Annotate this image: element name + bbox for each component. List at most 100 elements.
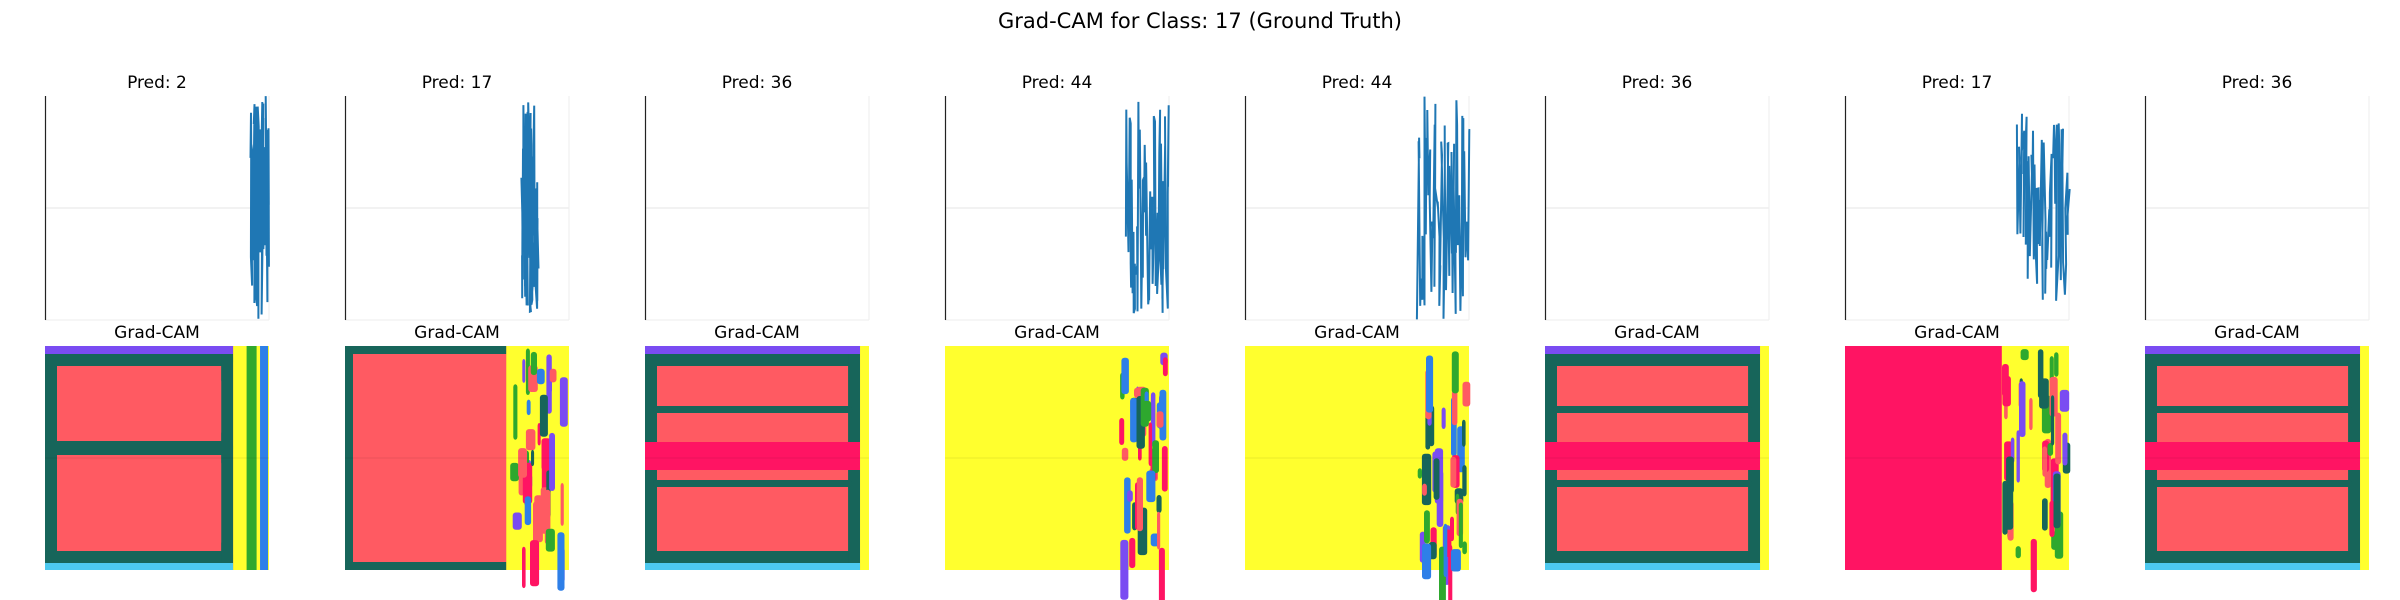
heatmap-noise-blob xyxy=(534,495,543,543)
line-plot-title: Pred: 36 xyxy=(1622,73,1693,93)
heatmap-title: Grad-CAM xyxy=(2214,323,2300,343)
heatmap-noise-blob xyxy=(526,399,531,416)
heatmap-noise-blob xyxy=(2047,443,2054,456)
heatmap-noise-blob xyxy=(2015,546,2021,559)
panel-1: Pred: 2 Grad-CAM xyxy=(44,73,270,570)
signal-line xyxy=(520,102,540,314)
heatmap-noise-blob xyxy=(1462,381,1471,407)
heatmap-noise-blob xyxy=(1152,440,1159,474)
heatmap-noise-blob xyxy=(2042,446,2047,477)
figure-title: Grad-CAM for Class: 17 (Ground Truth) xyxy=(998,9,1402,33)
heatmap-hot-block xyxy=(57,458,222,548)
heatmap-noise-blob xyxy=(549,432,555,491)
heatmap-left-edge xyxy=(345,346,353,570)
heatmap-noise-blob xyxy=(1119,418,1125,445)
heatmap-noise-blob xyxy=(1458,502,1463,549)
heatmap-noise-blob xyxy=(531,449,535,467)
heatmap-noise-blob xyxy=(560,483,564,526)
heatmap-noise-blob xyxy=(1417,468,1422,479)
panel-grid: Pred: 2 Grad-CAM Pred: 17 Grad-CAM Pred: 36 G… xyxy=(44,73,2370,600)
heatmap-bottom-band xyxy=(645,563,861,570)
line-plot-title: Pred: 44 xyxy=(1022,73,1093,93)
heatmap-noise-blob xyxy=(1121,357,1129,395)
heatmap-noise-blob xyxy=(530,540,540,587)
heatmap-dark-band xyxy=(653,480,853,487)
heatmap-dark-band xyxy=(2153,406,2353,413)
heatmap-mid-band xyxy=(45,441,234,455)
heatmap-noise-blob xyxy=(1124,477,1131,534)
heatmap-noise-blob xyxy=(1150,392,1156,447)
panel-7: Pred: 17 Grad-CAM xyxy=(1844,73,2071,593)
heatmap-title: Grad-CAM xyxy=(1014,323,1100,343)
heatmap-noise-blob xyxy=(2002,480,2008,535)
panel-3: Pred: 36 Grad-CAM xyxy=(644,73,870,570)
heatmap-left-edge xyxy=(45,354,57,563)
heatmap-hot-stripe xyxy=(1545,442,1761,470)
heatmap-noise-blob xyxy=(1450,549,1461,572)
heatmap-noise-blob xyxy=(524,496,532,526)
heatmap-noise-blob xyxy=(557,532,565,591)
signal-line xyxy=(1415,96,1471,320)
heatmap-yellow-strip xyxy=(2360,346,2369,570)
heatmap-noise-blob xyxy=(1462,419,1466,447)
heatmap-noise-blob xyxy=(530,351,537,376)
heatmap-noise-blob xyxy=(1433,458,1440,500)
panel-5: Pred: 44 Grad-CAM xyxy=(1244,73,1471,600)
heatmap-top-band xyxy=(45,346,234,354)
signal-line xyxy=(1124,101,1170,314)
heatmap-hot-block xyxy=(57,376,222,438)
heatmap-noise-blob xyxy=(522,546,526,589)
heatmap-noise-blob xyxy=(2049,500,2055,537)
line-plot-title: Pred: 17 xyxy=(422,73,493,93)
heatmap-noise-blob xyxy=(522,359,526,383)
heatmap-green-strip xyxy=(246,346,257,570)
heatmap-bottom-band xyxy=(1545,563,1761,570)
heatmap-noise-blob xyxy=(1443,523,1448,577)
heatmap-yellow-strip xyxy=(1760,346,1769,570)
heatmap-noise-blob xyxy=(1451,351,1459,394)
heatmap-noise-blob xyxy=(512,512,522,530)
heatmap-title: Grad-CAM xyxy=(714,323,800,343)
heatmap-noise-blob xyxy=(1450,456,1457,488)
heatmap-noise-blob xyxy=(2030,538,2037,593)
heatmap-noise-blob xyxy=(541,438,551,471)
heatmap-noise-blob xyxy=(1141,400,1152,422)
signal-line xyxy=(2015,113,2071,301)
heatmap-noise-blob xyxy=(2055,412,2062,465)
heatmap-noise-blob xyxy=(1462,465,1467,497)
heatmap-title: Grad-CAM xyxy=(1314,323,1400,343)
heatmap-noise-blob xyxy=(1121,447,1129,461)
heatmap-noise-blob xyxy=(1158,547,1165,600)
signal-line xyxy=(249,96,270,319)
heatmap-dark-band xyxy=(1553,480,1753,487)
heatmap-noise-blob xyxy=(2029,398,2033,431)
heatmap-noise-blob xyxy=(1146,470,1156,503)
heatmap-title: Grad-CAM xyxy=(114,323,200,343)
panel-6: Pred: 36 Grad-CAM xyxy=(1544,73,1770,570)
heatmap-dark-band xyxy=(2153,480,2353,487)
heatmap-noise-blob xyxy=(545,528,555,552)
heatmap-noise-blob xyxy=(510,462,519,482)
heatmap-noise-blob xyxy=(549,368,557,383)
heatmap-noise-blob xyxy=(1422,543,1432,580)
heatmap-top-edge xyxy=(2145,354,2361,366)
heatmap-noise-blob xyxy=(1422,483,1427,496)
heatmap-noise-blob xyxy=(1450,516,1454,542)
line-plot-title: Pred: 44 xyxy=(1322,73,1393,93)
heatmap-bottom-band xyxy=(45,563,234,570)
heatmap-noise-blob xyxy=(1462,541,1467,555)
heatmap-noise-blob xyxy=(2054,352,2059,377)
heatmap-bottom-band xyxy=(2145,563,2361,570)
heatmap-top-edge xyxy=(345,346,507,354)
line-plot-title: Pred: 2 xyxy=(127,73,187,93)
heatmap-title: Grad-CAM xyxy=(1614,323,1700,343)
heatmap-right-edge xyxy=(221,354,234,563)
heatmap-top-edge xyxy=(1545,354,1761,366)
heatmap-title: Grad-CAM xyxy=(414,323,500,343)
heatmap-top-edge xyxy=(645,354,861,366)
heatmap-noise-blob xyxy=(2042,498,2048,531)
heatmap-noise-blob xyxy=(2053,473,2061,529)
heatmap-dark-band xyxy=(653,406,853,413)
heatmap-top-band xyxy=(1545,346,1761,354)
